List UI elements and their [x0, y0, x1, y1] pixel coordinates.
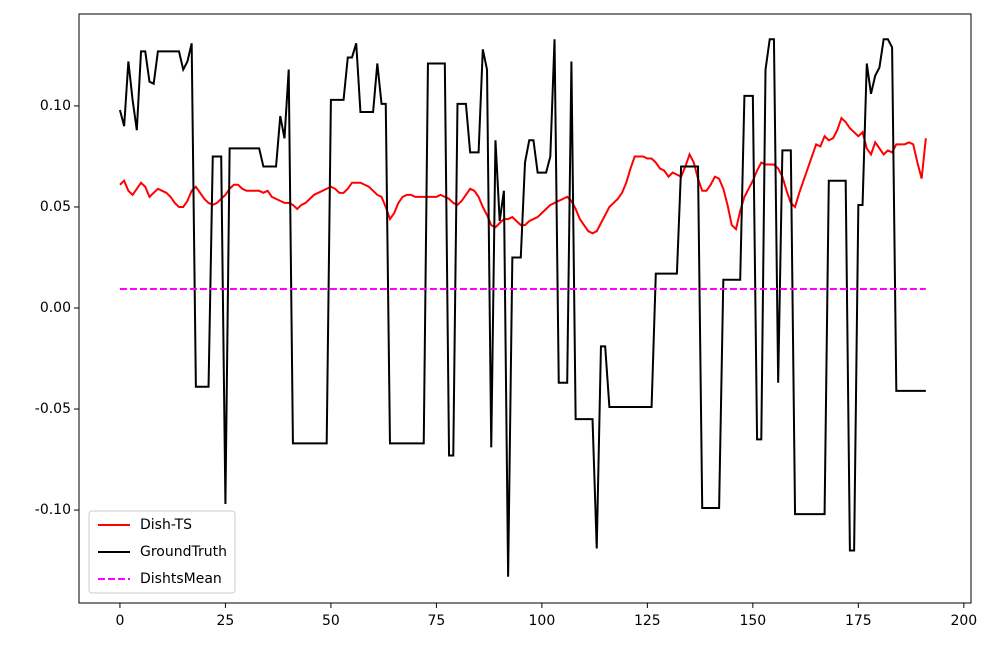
x-tick-label: 0: [115, 613, 124, 629]
legend-box: [88, 510, 236, 594]
x-tick-label: 25: [217, 613, 235, 629]
legend-label: Dish-TS: [140, 517, 192, 533]
y-tick-label: 0.00: [40, 300, 71, 316]
legend-label: GroundTruth: [140, 544, 227, 560]
plot-frame: [78, 13, 972, 604]
legend-label: DishtsMean: [140, 571, 222, 587]
x-tick-label: 200: [950, 613, 977, 629]
x-tick-label: 50: [322, 613, 340, 629]
y-tick-label: -0.05: [35, 401, 71, 417]
x-tick-label: 100: [529, 613, 556, 629]
y-tick-label: 0.05: [40, 199, 71, 215]
x-tick-label: 150: [739, 613, 766, 629]
y-tick-label: 0.10: [40, 98, 71, 114]
x-tick-label: 75: [427, 613, 445, 629]
series-line: [118, 38, 926, 577]
x-tick-label: 125: [634, 613, 661, 629]
y-tick-label: -0.10: [35, 502, 71, 518]
x-tick-label: 175: [845, 613, 872, 629]
